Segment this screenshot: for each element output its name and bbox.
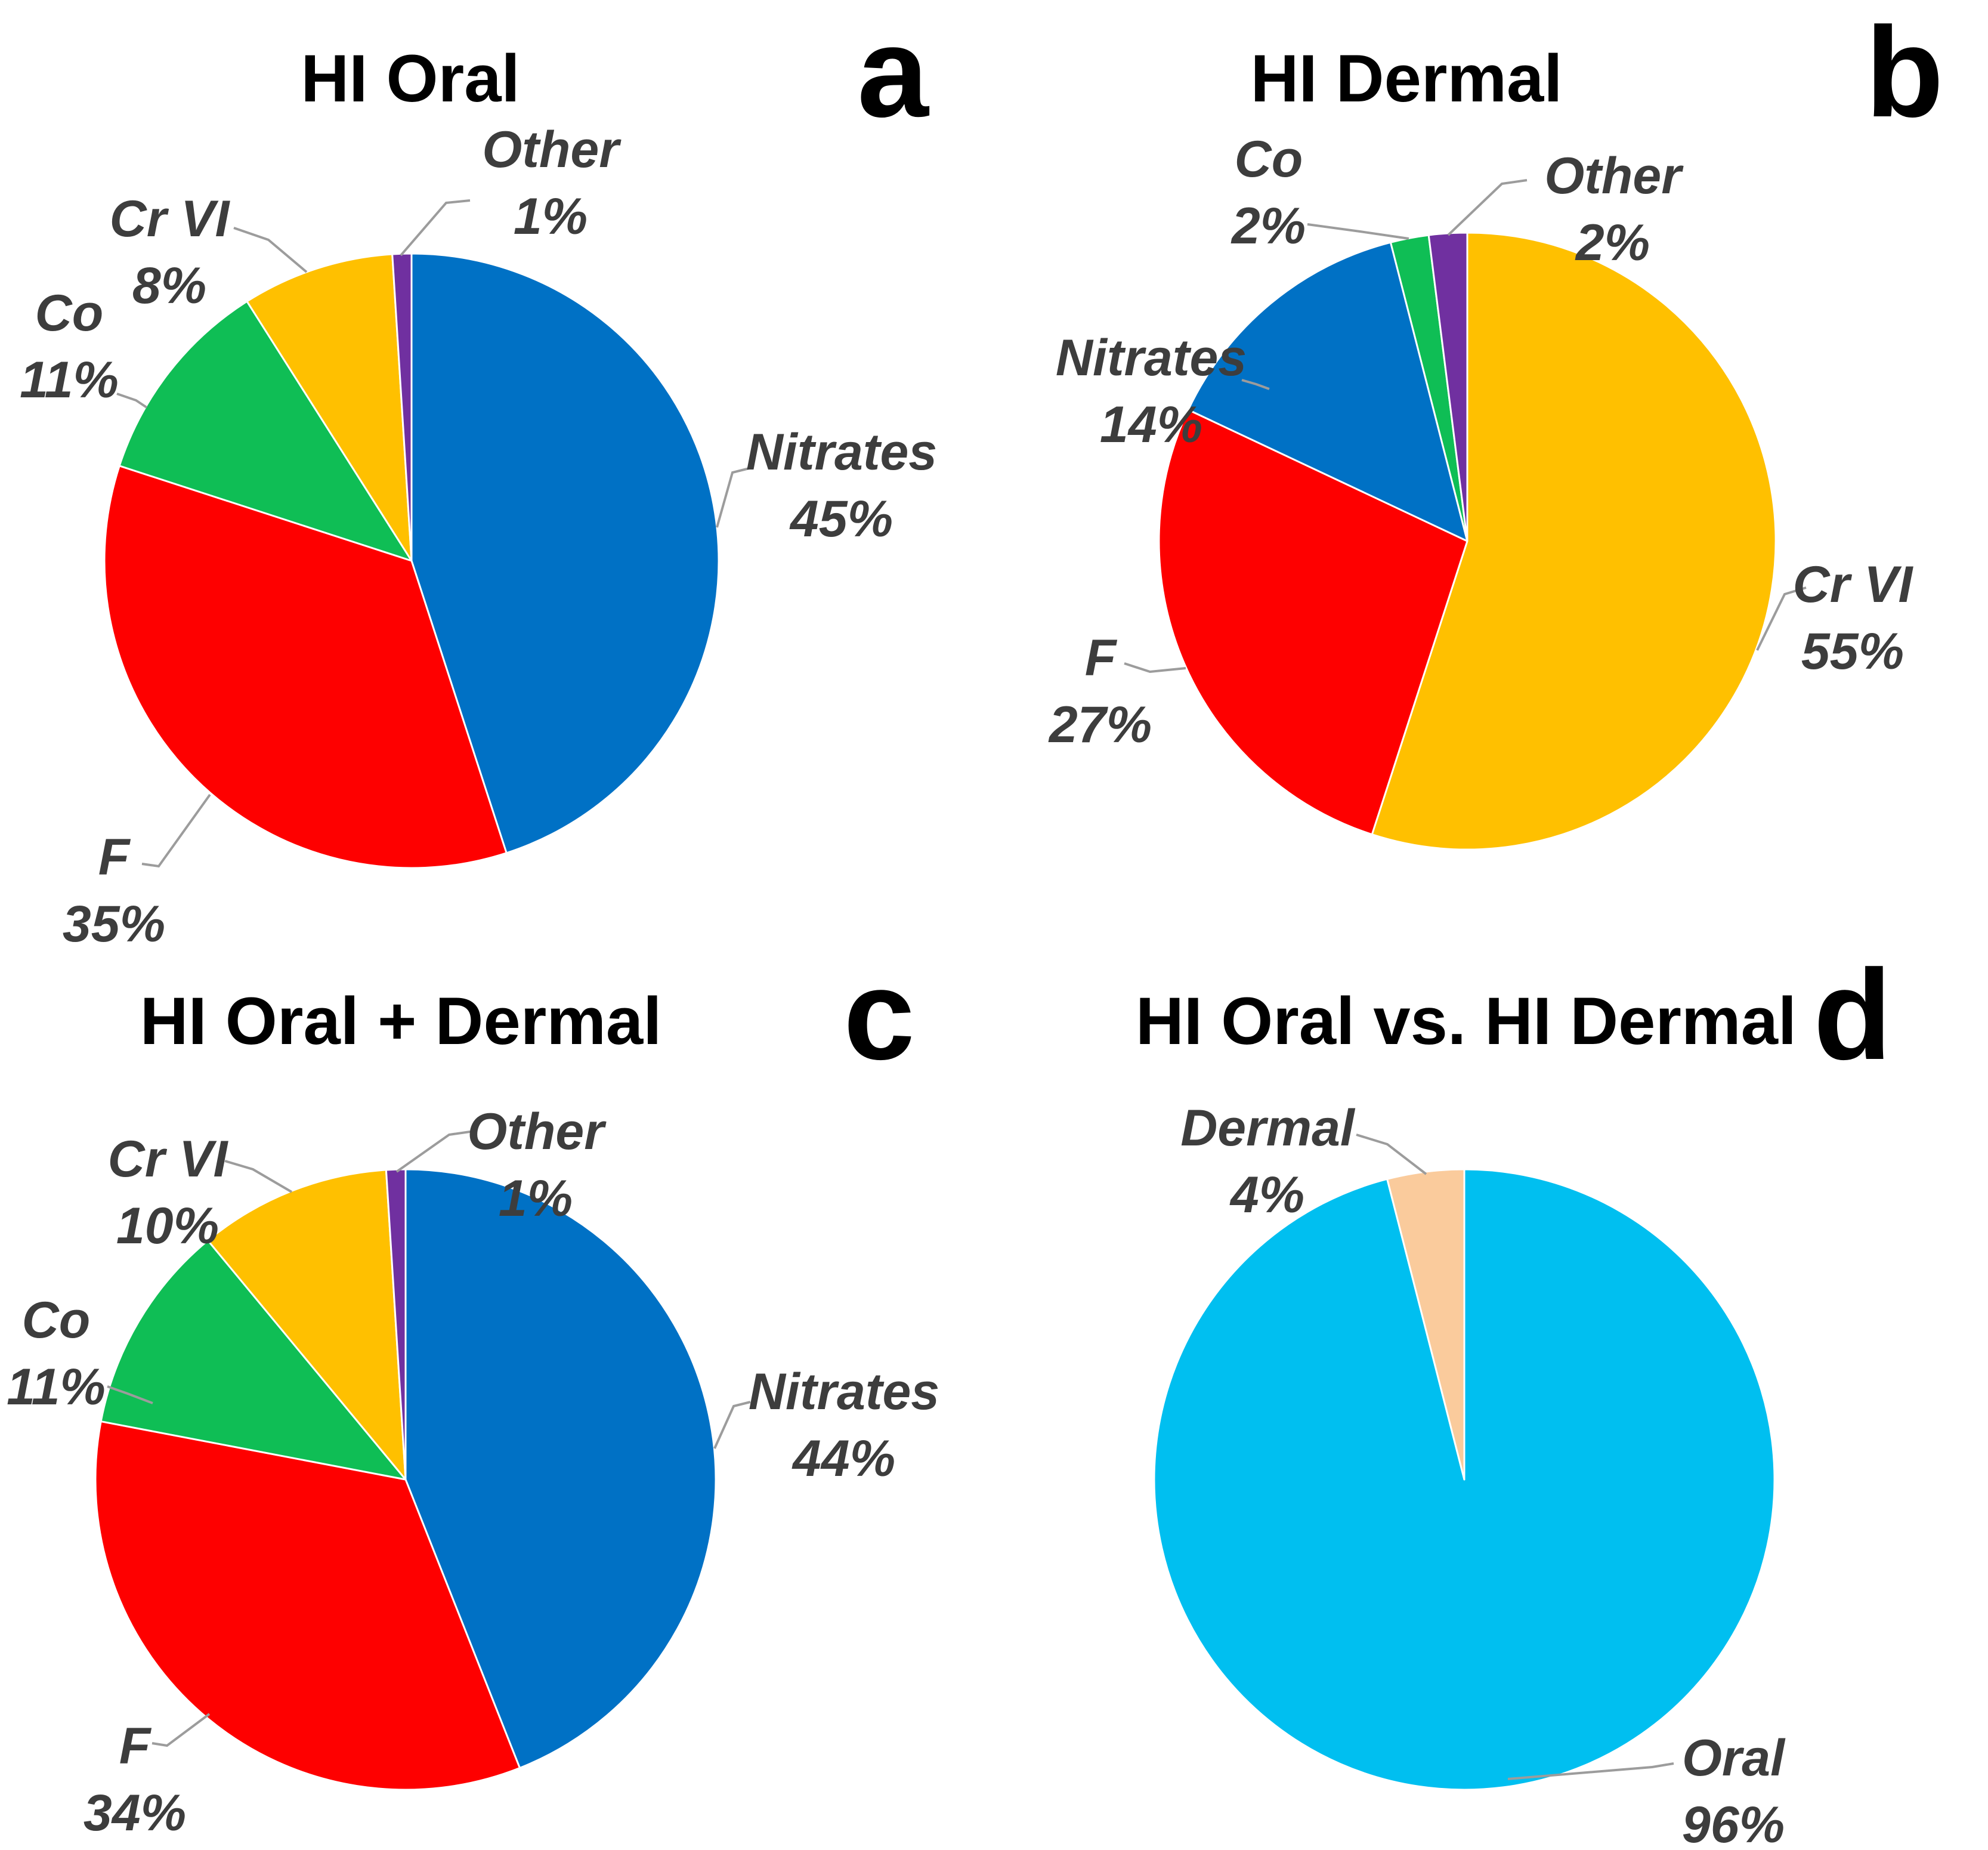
- callout-c-f: F 34%: [84, 1713, 186, 1847]
- callout-d-oral: Oral 96%: [1682, 1725, 1785, 1850]
- slice-label: Co: [35, 285, 104, 342]
- panel-letter-b: b: [1865, 0, 1944, 144]
- title-chart-d: HI Oral vs. HI Dermal: [1135, 984, 1797, 1058]
- leader-b-crvi: [1756, 586, 1807, 651]
- leader-a-nitrates: [716, 467, 750, 528]
- pie-slice-nitrates: [404, 1168, 717, 1769]
- leader-b-other: [1447, 179, 1528, 236]
- slice-label: Nitrates: [1055, 329, 1247, 387]
- slice-percent: 45%: [790, 490, 893, 548]
- slice-percent: 10%: [116, 1197, 219, 1255]
- callout-a-co: Co 11%: [20, 280, 119, 414]
- pie-slice-dermal: [1386, 1168, 1466, 1481]
- leader-b-nitrates: [1241, 379, 1270, 390]
- pie-slice-f: [1158, 409, 1468, 836]
- slice-percent: 44%: [792, 1429, 896, 1487]
- callout-c-co: Co 11%: [7, 1287, 106, 1421]
- leader-c-crvi: [224, 1160, 293, 1193]
- title-chart-c: HI Oral + Dermal: [140, 984, 662, 1058]
- leader-b-f: [1124, 662, 1186, 674]
- pie-hi-oral-plus-dermal: [94, 1168, 717, 1791]
- slice-label: Other: [482, 121, 619, 178]
- slice-label: Other: [1544, 147, 1681, 205]
- pie-slice-cr-vi: [1371, 231, 1777, 851]
- slice-percent: 2%: [1231, 197, 1306, 255]
- slice-label: Cr VI: [107, 1131, 228, 1188]
- leader-c-other: [395, 1130, 475, 1173]
- pie-slice-nitrates: [410, 252, 720, 854]
- slice-label: F: [98, 829, 130, 886]
- title-chart-a: HI Oral: [301, 41, 520, 116]
- pie-slice-nitrates: [1187, 241, 1468, 542]
- slice-percent: 34%: [83, 1784, 187, 1842]
- slice-percent: 8%: [132, 257, 207, 314]
- leader-c-co: [107, 1385, 153, 1404]
- slice-label: Cr VI: [1792, 556, 1913, 613]
- leader-d-dermal: [1356, 1134, 1427, 1175]
- slice-label: Other: [467, 1103, 604, 1160]
- slice-label: F: [1084, 629, 1117, 687]
- callout-c-nitrates: Nitrates 44%: [749, 1359, 939, 1493]
- pie-slice-co: [118, 300, 413, 562]
- panel-letter-d: d: [1813, 943, 1892, 1086]
- slice-label: Oral: [1681, 1729, 1785, 1787]
- pie-hi-dermal: [1158, 231, 1777, 851]
- callout-a-nitrates: Nitrates 45%: [746, 419, 937, 553]
- leader-b-co: [1307, 223, 1409, 240]
- slice-label: Co: [1234, 131, 1303, 188]
- slice-label: Co: [21, 1292, 91, 1349]
- slice-percent: 96%: [1681, 1796, 1785, 1850]
- callout-a-other: Other 1%: [482, 117, 619, 251]
- slice-percent: 4%: [1230, 1166, 1305, 1224]
- slice-percent: 1%: [513, 187, 588, 245]
- slice-percent: 11%: [7, 1358, 106, 1416]
- slice-label: Nitrates: [748, 1363, 940, 1420]
- callout-b-co: Co 2%: [1232, 126, 1306, 260]
- leader-c-f: [152, 1713, 211, 1747]
- slice-percent: 55%: [1801, 622, 1904, 680]
- pie-slice-co: [100, 1239, 407, 1481]
- pie-slice-cr-vi: [246, 253, 413, 562]
- callout-c-other: Other 1%: [467, 1099, 604, 1233]
- callout-a-crvi: Cr VI 8%: [110, 186, 230, 320]
- callout-b-f: F 27%: [1049, 625, 1152, 759]
- panel-letter-c: c: [843, 943, 915, 1086]
- leader-a-other: [400, 199, 471, 257]
- slice-label: Dermal: [1180, 1100, 1355, 1157]
- slice-percent: 14%: [1099, 396, 1203, 453]
- slice-label: Nitrates: [746, 424, 938, 481]
- callout-b-other: Other 2%: [1544, 143, 1681, 277]
- callout-d-dermal: Dermal 4%: [1180, 1095, 1355, 1229]
- pie-hi-oral: [103, 252, 720, 869]
- leader-d-oral: [1507, 1762, 1674, 1780]
- title-chart-b: HI Dermal: [1250, 41, 1563, 116]
- pie-hi-oral-vs-hi-dermal: [1153, 1168, 1776, 1791]
- slice-label: Cr VI: [109, 190, 230, 248]
- leader-a-crvi: [233, 227, 308, 273]
- pie-slice-other: [1427, 231, 1468, 542]
- slice-percent: 27%: [1049, 696, 1152, 753]
- leader-c-nitrates: [713, 1401, 751, 1449]
- callout-a-f: F 35%: [63, 824, 165, 958]
- slice-percent: 1%: [498, 1169, 573, 1227]
- callout-b-nitrates: Nitrates 14%: [1056, 325, 1247, 459]
- pie-slice-f: [103, 465, 508, 869]
- slice-percent: 2%: [1575, 214, 1650, 271]
- slice-label: F: [119, 1718, 151, 1775]
- leader-a-co: [116, 393, 148, 409]
- leader-a-f: [141, 793, 211, 868]
- pie-slice-f: [94, 1420, 521, 1791]
- pie-slice-other: [385, 1168, 407, 1481]
- slice-percent: 11%: [20, 351, 119, 409]
- callout-b-crvi: Cr VI 55%: [1793, 552, 1913, 685]
- callout-c-crvi: Cr VI 10%: [108, 1126, 228, 1260]
- slice-percent: 35%: [62, 895, 166, 953]
- panel-letter-a: a: [857, 0, 929, 144]
